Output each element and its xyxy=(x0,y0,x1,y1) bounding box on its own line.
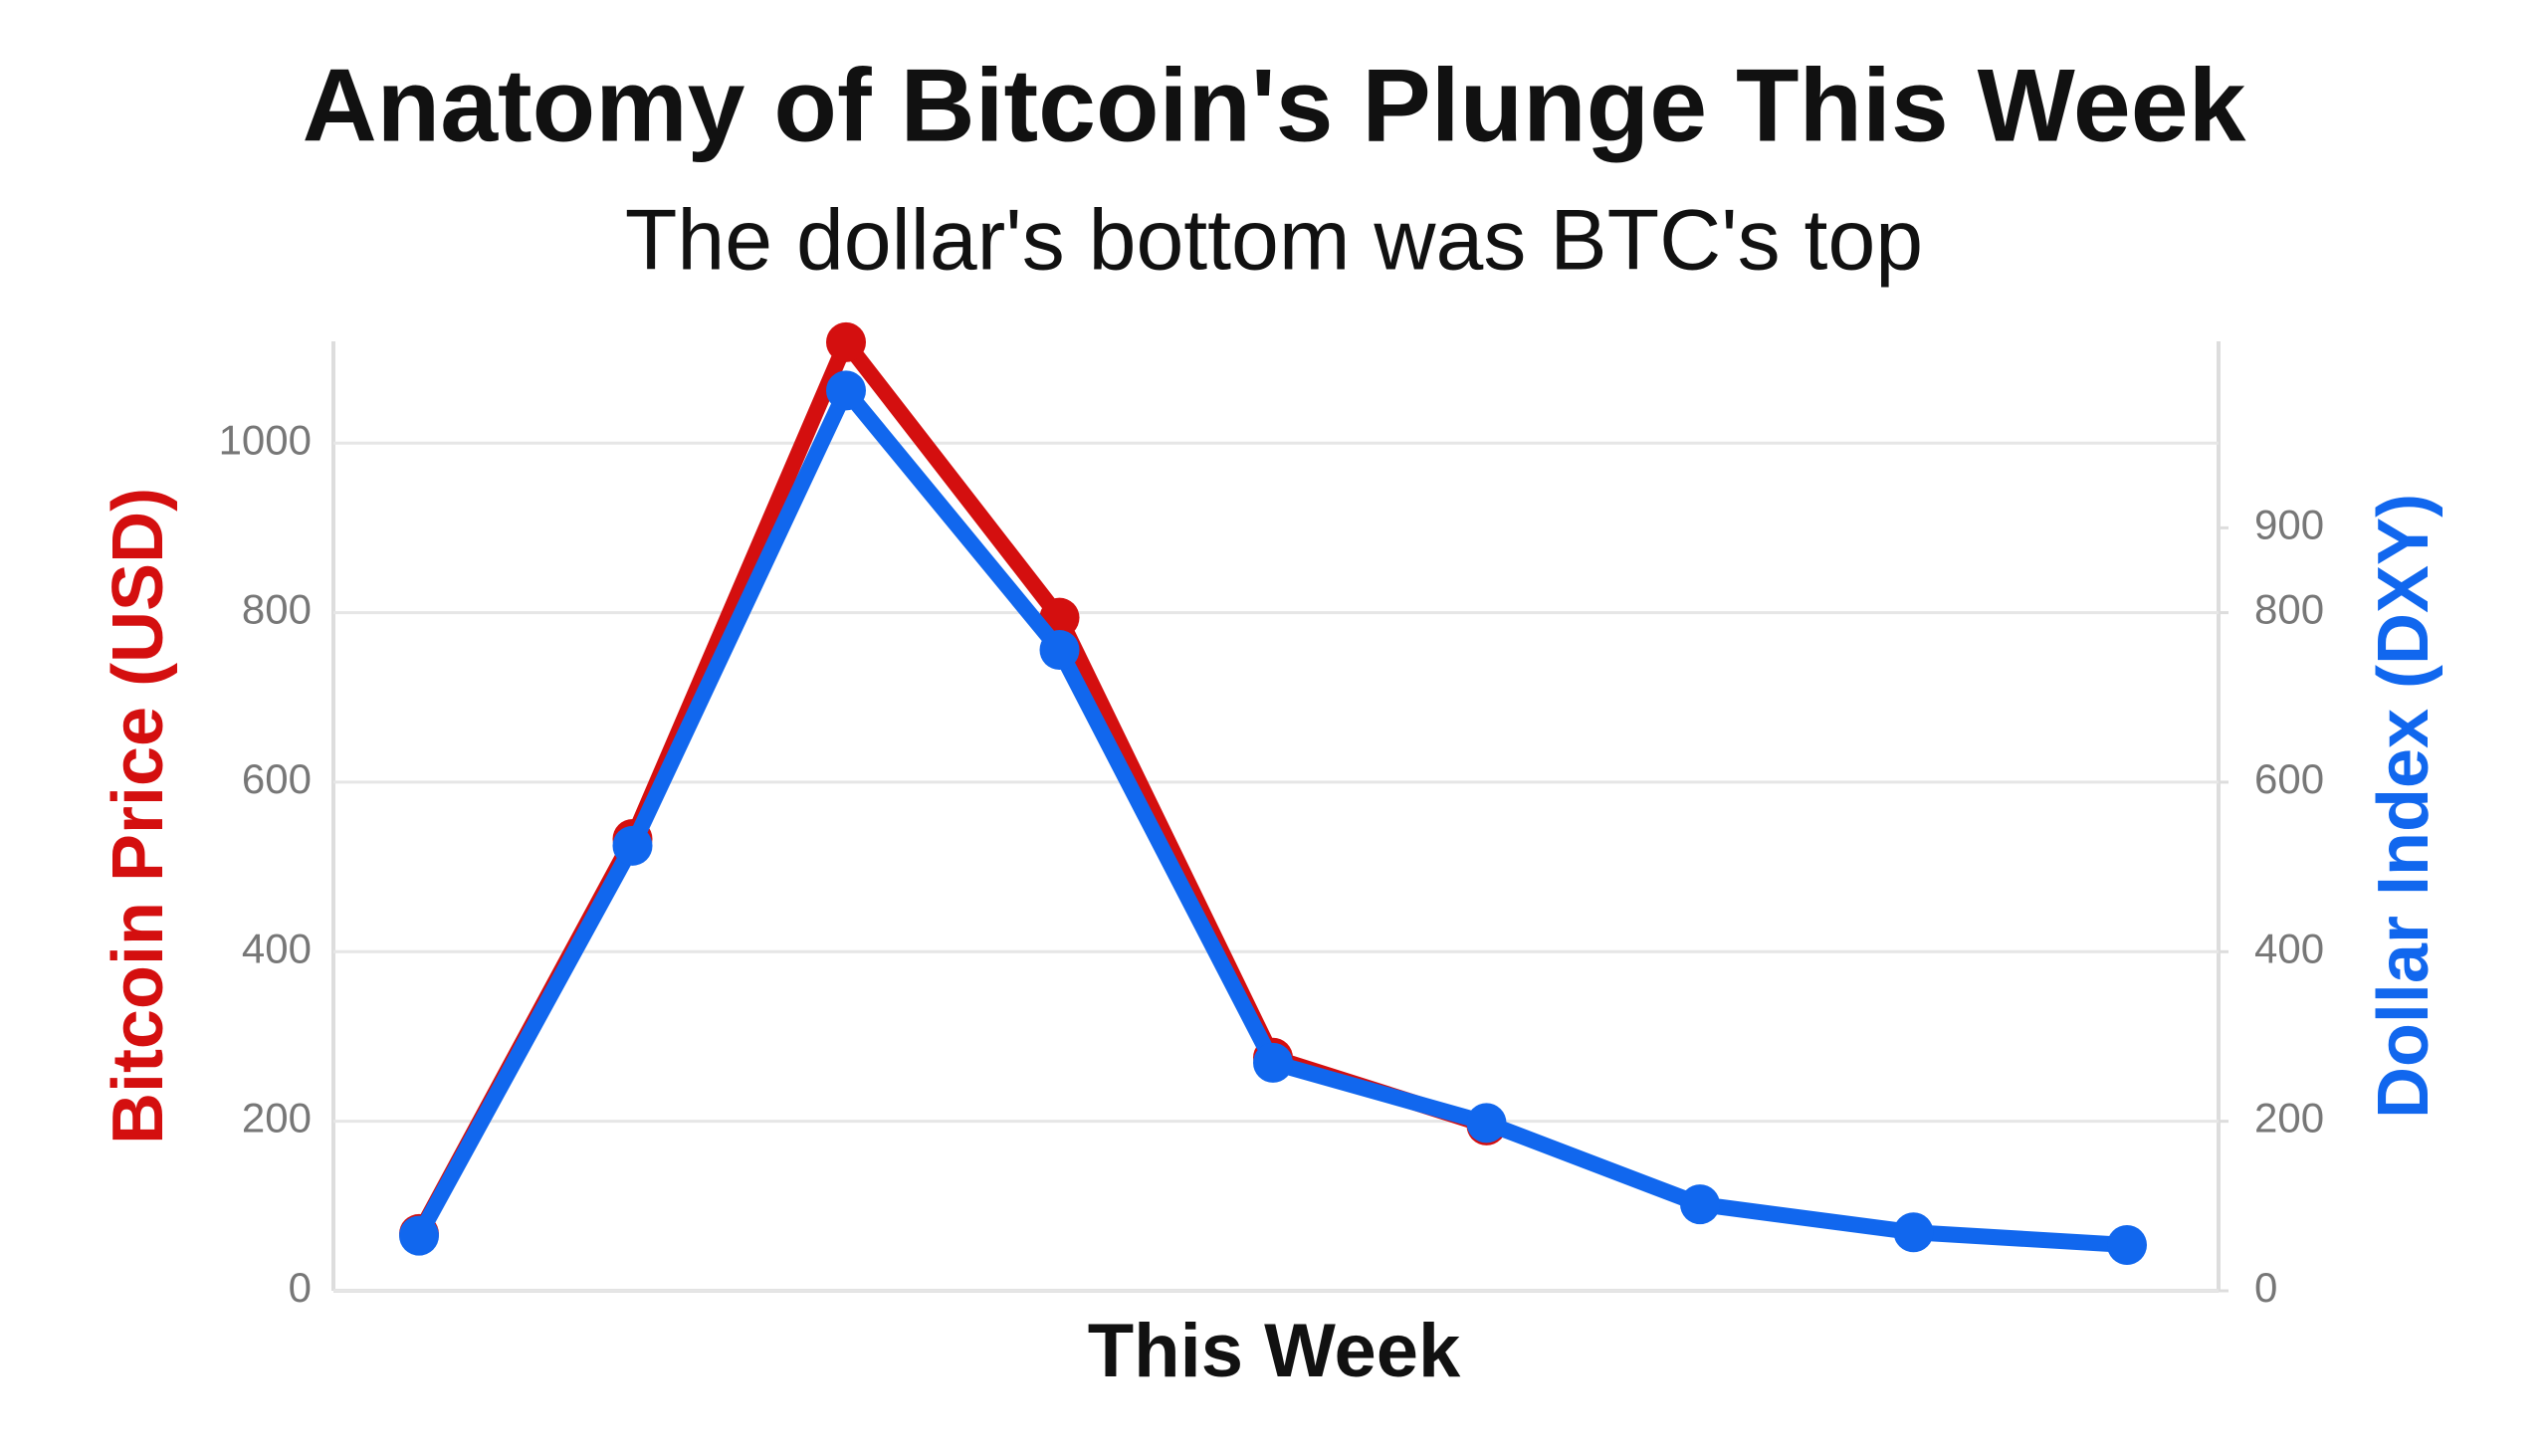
y-tick-label: 600 xyxy=(242,755,312,802)
y-axis-label: Bitcoin Price (USD) xyxy=(99,488,178,1144)
series-line xyxy=(411,333,1495,1242)
point xyxy=(2107,1225,2147,1266)
x-axis-label: This Week xyxy=(1088,1309,1461,1393)
y-tick-label: 400 xyxy=(242,925,312,971)
point xyxy=(1039,630,1080,671)
y2-tick-label: 0 xyxy=(2254,1264,2277,1311)
y-tick-label: 800 xyxy=(242,586,312,633)
y2-axis-label: Dollar Index (DXY) xyxy=(2364,494,2443,1119)
series-line xyxy=(411,382,2135,1253)
y2-tick-label: 800 xyxy=(2254,586,2324,633)
point xyxy=(1893,1212,1934,1253)
point xyxy=(1253,1042,1293,1083)
y-tick-label: 200 xyxy=(242,1095,312,1142)
point xyxy=(826,321,866,362)
point xyxy=(1680,1184,1720,1225)
point xyxy=(1466,1103,1507,1144)
y2-tick-label: 400 xyxy=(2254,925,2324,971)
y2-tick-label: 200 xyxy=(2254,1095,2324,1142)
y-tick-label: 0 xyxy=(289,1264,312,1311)
point xyxy=(826,370,866,411)
chart-subtitle: The dollar's bottom was BTC's top xyxy=(625,193,1923,289)
y2-tick-label: 600 xyxy=(2254,755,2324,802)
point xyxy=(399,1215,439,1256)
point xyxy=(612,825,653,866)
chart-title: Anatomy of Bitcoin's Plunge This Week xyxy=(303,48,2246,163)
y2-tick-label: 900 xyxy=(2254,501,2324,547)
y-tick-label: 1000 xyxy=(219,416,312,463)
